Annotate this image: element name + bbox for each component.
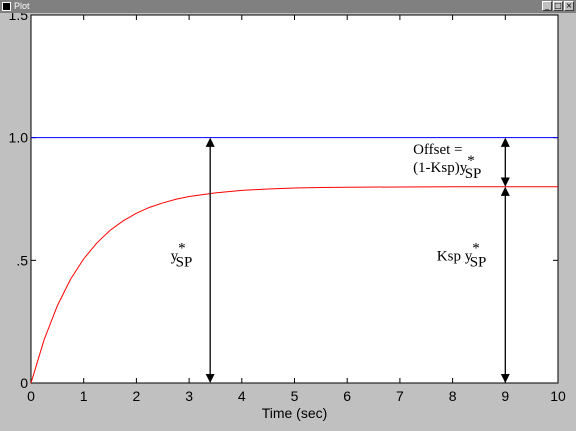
x-tick-label: 8 <box>449 388 457 404</box>
app-icon[interactable] <box>2 2 11 11</box>
x-tick-label: 9 <box>501 388 509 404</box>
x-tick-label: 5 <box>291 388 299 404</box>
x-tick-label: 2 <box>133 388 141 404</box>
x-tick-label: 1 <box>80 388 88 404</box>
annotation-label: Offset = <box>413 142 462 158</box>
y-tick-label: .5 <box>16 252 28 268</box>
y-tick-label: 0 <box>20 375 28 391</box>
close-icon[interactable]: × <box>564 1 574 11</box>
x-tick-label: 4 <box>238 388 246 404</box>
title-bar[interactable]: Plot _ □ × <box>0 0 576 13</box>
response-chart: 0 .5 1.0 1.5 0 1 2 3 4 5 6 7 8 9 10 y* SP Offset =(1-Ks… <box>9 13 566 421</box>
x-tick-label: 10 <box>550 388 566 404</box>
x-axis: 0 1 2 3 4 5 6 7 8 9 10 <box>27 15 566 404</box>
annotation-label: y* SP <box>171 240 193 270</box>
plot-area <box>30 14 559 384</box>
window-controls: _ □ × <box>541 1 574 12</box>
x-tick-label: 0 <box>27 388 35 404</box>
series-group <box>30 137 558 384</box>
x-axis-label: Time (sec) <box>262 405 328 421</box>
annotation-label: Ksp y* SP <box>437 240 487 270</box>
y-tick-label: 1.0 <box>9 130 29 146</box>
series-line-1 <box>30 186 558 384</box>
y-tick-label: 1.5 <box>9 13 29 23</box>
annotation-label: (1-Ksp)y* SP <box>413 153 481 182</box>
x-tick-label: 3 <box>185 388 193 404</box>
minimize-icon[interactable]: _ <box>542 1 552 11</box>
x-tick-label: 6 <box>343 388 351 404</box>
window-title: Plot <box>14 1 30 11</box>
x-tick-label: 7 <box>396 388 404 404</box>
maximize-icon[interactable]: □ <box>553 1 563 11</box>
annotations: y* SP Offset =(1-Ksp)y* SP Ksp y* SP <box>171 137 510 383</box>
